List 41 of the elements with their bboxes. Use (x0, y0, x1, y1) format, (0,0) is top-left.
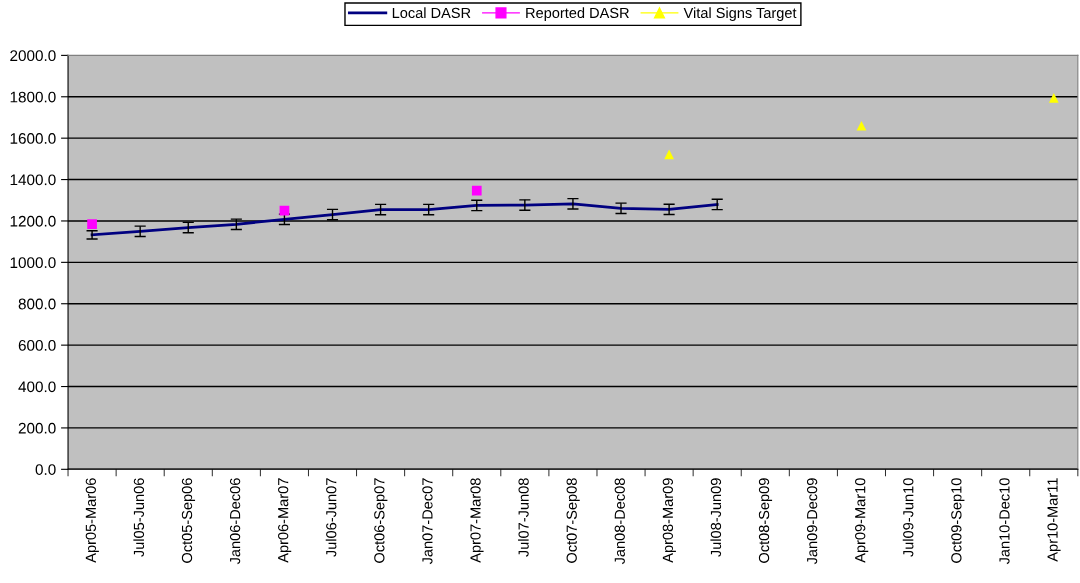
y-tick-label: 1600.0 (10, 133, 56, 144)
legend-label: Reported DASR (526, 7, 629, 21)
x-tick-label: Oct05-Sep06 (181, 478, 196, 563)
x-tick-label: Jan07-Dec07 (422, 478, 433, 565)
x-tick-label: Apr08-Mar09 (662, 478, 676, 563)
x-tick-label: Jan06-Dec06 (229, 478, 241, 565)
y-tick-label: 1000.0 (10, 257, 56, 269)
y-tick-label: 0.0 (35, 464, 56, 475)
y-tick-label: 1400.0 (10, 174, 56, 186)
x-tick-label: Jan09-Dec09 (806, 478, 818, 565)
x-tick-label: Oct06-Sep07 (374, 478, 388, 563)
legend-label: Local DASR (392, 7, 471, 19)
x-tick-label: Jul07-Jun08 (518, 478, 529, 557)
x-tick-label: Oct09-Sep10 (951, 478, 965, 563)
point (664, 149, 674, 160)
point (1048, 92, 1059, 103)
point (856, 120, 867, 131)
y-tick-label: 800.0 (18, 298, 56, 310)
x-tick-label: Apr07-Mar08 (470, 478, 484, 563)
y-tick-label: 400.0 (18, 381, 56, 393)
y-tick-label: 2000.0 (10, 50, 56, 62)
y-tick-label: 200.0 (18, 422, 56, 434)
y-tick-label: 1200.0 (10, 215, 56, 227)
x-tick-label: Jan08-Dec08 (614, 478, 625, 565)
y-tick-label: 1800.0 (10, 91, 56, 103)
point (471, 185, 482, 196)
x-tick-label: Apr10-Mar11 (1047, 478, 1061, 562)
x-tick-label: Jul05-Jun06 (133, 478, 145, 557)
x-tick-label: Oct08-Sep09 (758, 478, 773, 563)
x-tick-label: Apr05-Mar06 (85, 478, 99, 563)
line-series (90, 202, 719, 237)
x-tick-label: Jul08-Jun09 (710, 478, 722, 557)
x-tick-label: Jan10-Dec10 (999, 478, 1010, 565)
x-tick-label: Jul09-Jun10 (902, 478, 914, 557)
y-tick-label: 600.0 (18, 340, 56, 351)
x-tick-label: Oct07-Sep08 (566, 478, 580, 563)
x-tick-label: Jul06-Jun07 (325, 478, 337, 557)
point (87, 219, 97, 229)
legend-label: Vital Signs Target (683, 7, 797, 21)
x-tick-label: Apr09-Mar10 (855, 478, 869, 563)
x-tick-label: Apr06-Mar07 (278, 478, 292, 563)
